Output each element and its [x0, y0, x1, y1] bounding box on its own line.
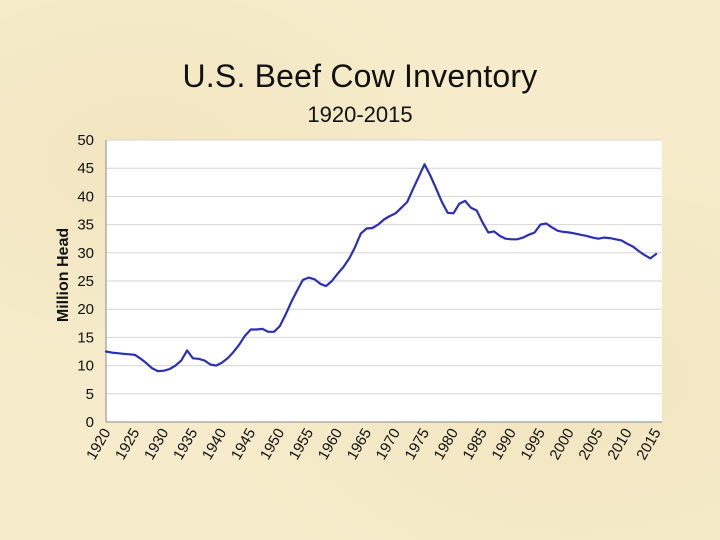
x-tick-label: 1940 — [199, 426, 230, 463]
grid-lines — [106, 139, 662, 395]
x-tick-label: 2015 — [633, 426, 664, 463]
y-tick-label: 35 — [77, 217, 94, 234]
x-tick-label: 1960 — [315, 426, 346, 463]
y-axis-ticks: 0 5 10 15 20 25 30 35 40 45 50 — [77, 132, 94, 431]
x-tick-label: 1985 — [460, 426, 491, 463]
x-tick-label: 1970 — [373, 426, 404, 463]
x-tick-label: 1930 — [141, 426, 172, 463]
y-tick-label: 5 — [86, 386, 94, 403]
y-tick-label: 15 — [77, 329, 94, 346]
x-tick-label: 1935 — [170, 426, 201, 463]
x-tick-label: 1965 — [344, 426, 375, 463]
x-axis-ticks: 1920192519301935194019451950195519601965… — [83, 426, 665, 463]
y-tick-label: 50 — [77, 132, 94, 149]
y-axis-label: Million Head — [55, 228, 72, 322]
y-tick-label: 0 — [86, 414, 94, 431]
x-tick-label: 1945 — [228, 426, 259, 463]
y-tick-label: 20 — [77, 301, 94, 318]
x-tick-label: 1975 — [402, 426, 433, 463]
y-tick-label: 10 — [77, 358, 94, 375]
x-tick-label: 1950 — [257, 426, 288, 463]
chart-subtitle: 1920-2015 — [307, 102, 413, 127]
y-tick-label: 40 — [77, 188, 94, 205]
x-tick-label: 1955 — [286, 426, 317, 463]
x-tick-label: 2005 — [575, 426, 606, 463]
y-tick-label: 30 — [77, 245, 94, 262]
y-tick-label: 45 — [77, 160, 94, 177]
x-tick-label: 1990 — [488, 426, 519, 463]
x-tick-label: 1925 — [112, 426, 143, 463]
x-tick-label: 1995 — [517, 426, 548, 463]
x-tick-label: 2000 — [546, 426, 577, 463]
x-tick-label: 1980 — [431, 426, 462, 463]
x-tick-label: 1920 — [83, 426, 114, 463]
series-line — [104, 163, 658, 373]
x-tick-label: 2010 — [604, 426, 635, 463]
chart-title: U.S. Beef Cow Inventory — [182, 58, 538, 94]
series-group — [104, 163, 658, 373]
y-tick-label: 25 — [77, 273, 94, 290]
